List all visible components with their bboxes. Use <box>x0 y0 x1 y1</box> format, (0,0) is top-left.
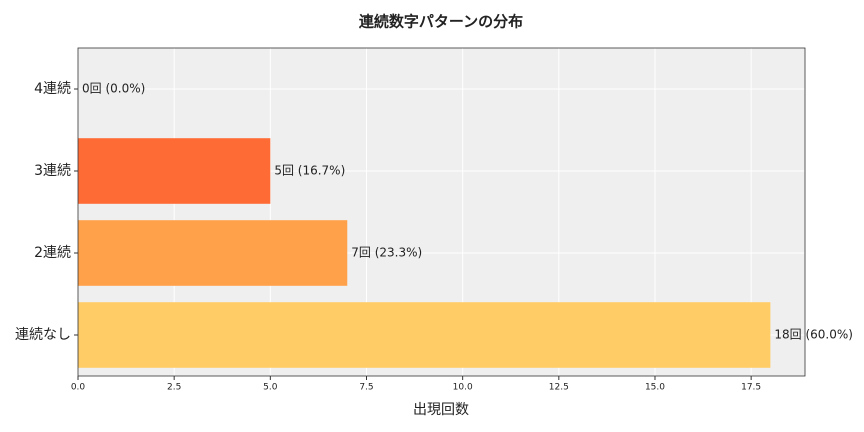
x-tick-label: 2.5 <box>167 383 181 393</box>
y-tick-label: 2連続 <box>34 244 71 261</box>
value-label: 5回 (16.7%) <box>274 164 345 178</box>
plot-frame <box>77 47 806 377</box>
x-tick-label: 7.5 <box>359 383 373 393</box>
bar <box>78 138 271 204</box>
y-tick-label: 3連続 <box>34 162 71 179</box>
x-tick-label: 15.0 <box>645 383 665 393</box>
bar <box>78 302 771 368</box>
value-label: 18回 (60.0%) <box>774 328 853 342</box>
value-label: 7回 (23.3%) <box>351 246 422 260</box>
x-tick-label: 12.5 <box>549 383 569 393</box>
value-label: 0回 (0.0%) <box>82 82 145 96</box>
chart-title: 連続数字パターンの分布 <box>359 13 523 31</box>
x-tick-label: 0.0 <box>71 383 86 393</box>
x-tick-label: 17.5 <box>741 383 761 393</box>
x-tick-label: 10.0 <box>453 383 473 393</box>
x-tick-label: 5.0 <box>263 383 278 393</box>
y-tick-label: 連続なし <box>15 326 71 343</box>
y-tick-label: 4連続 <box>34 80 71 97</box>
x-axis-label: 出現回数 <box>413 402 469 418</box>
bar <box>78 220 348 286</box>
